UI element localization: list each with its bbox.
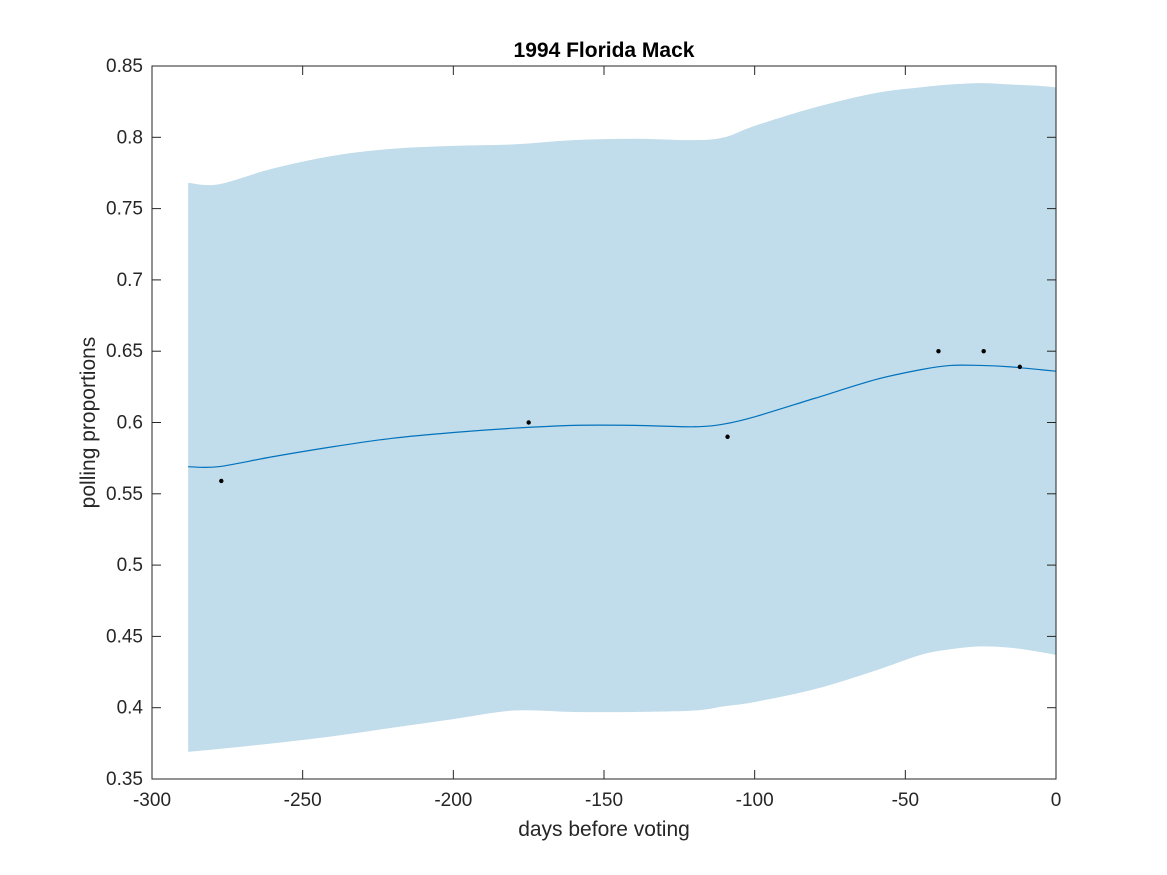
y-tick-label: 0.45	[106, 626, 143, 647]
x-tick-label: -150	[585, 790, 623, 811]
x-tick-label: 0	[1051, 790, 1062, 811]
data-point	[526, 420, 531, 425]
data-point	[936, 349, 941, 354]
x-tick-label: -300	[133, 790, 171, 811]
y-tick-label: 0.5	[117, 555, 143, 576]
confidence-band-layer	[188, 83, 1056, 752]
data-point	[981, 349, 986, 354]
data-point	[1017, 364, 1023, 370]
y-tick-label: 0.8	[117, 127, 143, 148]
confidence-band	[188, 83, 1056, 752]
y-tick-label: 0.65	[106, 341, 143, 362]
y-tick-label: 0.85	[106, 56, 143, 77]
x-tick-label: -50	[892, 790, 919, 811]
mean-line-layer	[188, 364, 1057, 469]
y-tick-label: 0.7	[117, 270, 143, 291]
chart-title: 1994 Florida Mack	[514, 39, 695, 62]
x-axis-label: days before voting	[518, 818, 690, 841]
x-tick-label: -200	[434, 790, 472, 811]
data-point	[725, 434, 730, 439]
y-axis-label: polling proportions	[77, 337, 100, 509]
y-tick-label: 0.4	[117, 698, 144, 719]
y-tick-label: 0.55	[106, 484, 143, 505]
mean-line	[188, 364, 1057, 469]
data-point	[219, 478, 224, 484]
x-tick-label: -100	[736, 790, 774, 811]
y-tick-label: 0.35	[106, 769, 143, 790]
y-tick-label: 0.6	[117, 413, 143, 434]
y-ticks: 0.35 0.4 0.45 0.5 0.55 0.6 0.65 0.7 0.75 0.8 0.85	[106, 56, 1056, 790]
x-ticks: -300 -250 -200 -150 -100 -50 0	[133, 66, 1061, 811]
y-tick-label: 0.75	[106, 199, 143, 220]
data-points-layer	[219, 349, 1023, 484]
x-tick-label: -250	[284, 790, 322, 811]
